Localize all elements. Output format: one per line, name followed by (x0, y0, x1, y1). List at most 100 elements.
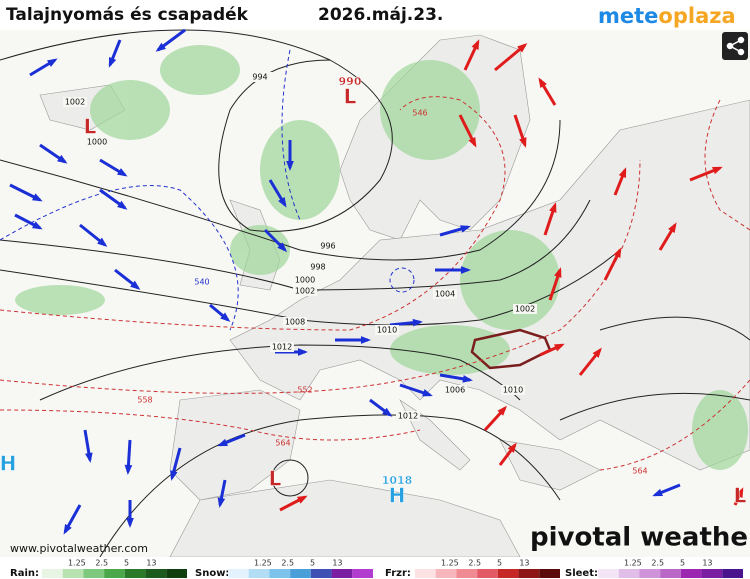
label-bg (63, 97, 87, 107)
wind-arrows (9, 28, 744, 535)
website: www.pivotalweather.com (10, 542, 148, 555)
isobars (0, 29, 750, 558)
thickness-red (0, 96, 750, 471)
wind-arrow-head (286, 160, 294, 171)
label-bg (316, 241, 340, 251)
center-letter: L (344, 85, 357, 109)
legend-label: Rain: (10, 568, 39, 579)
legend-swatch (166, 569, 187, 578)
wind-arrow-head (57, 154, 68, 164)
legend-label: Snow: (195, 568, 229, 579)
legend-swatch (722, 569, 743, 578)
legend-swatch (310, 569, 332, 578)
wind-arrow-head (735, 487, 744, 498)
legend-swatch (228, 569, 249, 578)
legend-swatch (145, 569, 167, 578)
map-labels: 994 1002 1000 996 998 1000 1002 1004 1002 1008 101… (0, 72, 747, 508)
wind-arrow-head (462, 375, 473, 383)
date: 2026.máj.23. (318, 5, 443, 25)
wind-arrow-head (497, 405, 508, 416)
center-letter: L (84, 115, 97, 139)
label-bg (85, 137, 109, 147)
legend-swatch (42, 569, 63, 578)
thickness-label: 564 (632, 467, 647, 476)
legend-swatch (104, 569, 125, 578)
label-bg (293, 286, 317, 296)
wind-arrow-head (538, 77, 547, 88)
legend-tick: 2.5 (468, 559, 481, 568)
isobar-label: 1010 (377, 326, 397, 335)
legend-tick: 13 (146, 559, 156, 568)
wind-arrow-head (652, 488, 663, 497)
legend-swatch (269, 569, 291, 578)
rain-area (692, 390, 748, 470)
label-bg (513, 304, 537, 314)
wind-arrow-head (554, 267, 562, 278)
thickness-line (389, 267, 415, 293)
legend-swatch (248, 569, 270, 578)
title: Talajnyomás és csapadék (6, 5, 249, 25)
wind-arrow-head (85, 452, 93, 463)
wind-arrow-head (32, 221, 43, 230)
wind-arrow-head (460, 266, 471, 274)
legend-swatch (331, 569, 353, 578)
legend-swatch (598, 569, 619, 578)
share-button[interactable] (722, 32, 748, 60)
share-icon[interactable] (726, 36, 745, 56)
isobar (599, 316, 750, 341)
legend-swatch (62, 569, 84, 578)
center-letter: H (0, 452, 16, 476)
isobar-label: 1010 (503, 386, 523, 395)
wind-arrow-head (278, 197, 287, 208)
legend-tick: 5 (680, 559, 685, 568)
wind-arrow-head (124, 464, 133, 475)
legend-swatch (680, 569, 702, 578)
legend-tick: 1.25 (624, 559, 642, 568)
isobar-label: 1002 (515, 305, 535, 314)
rain-area (380, 60, 480, 160)
precipitation (15, 45, 748, 470)
balkans-south (499, 439, 601, 491)
isobar (271, 459, 309, 497)
legend-tick: 1.25 (441, 559, 459, 568)
wind-arrow-head (668, 222, 677, 233)
center-value: 990 (339, 75, 362, 88)
wind-arrow-head (217, 497, 226, 508)
label-bg (293, 275, 317, 285)
wind-arrow-head (592, 347, 602, 358)
isobar-label: 1002 (295, 287, 315, 296)
thickness-line (281, 49, 301, 221)
wind-arrow-head (618, 167, 627, 178)
isobar-label: 1012 (398, 412, 418, 421)
legend: Rain: 1.25 2.5 5 13 Snow: 1.25 2.5 5 13 Frzr: 1.25 2… (10, 559, 743, 579)
wind-arrow-head (422, 389, 433, 397)
wind-arrow-head (170, 470, 178, 481)
wind-arrow-head (97, 237, 108, 247)
legend-swatch (497, 569, 519, 578)
hungary-border (470, 328, 552, 370)
legend-swatch (124, 569, 146, 578)
thickness-line (599, 379, 750, 471)
wind-arrow-head (277, 242, 288, 253)
isobar (0, 249, 621, 326)
thickness-label: 552 (297, 386, 312, 395)
legend-tick: 2.5 (651, 559, 664, 568)
isobar-label: 994 (252, 73, 267, 82)
legend-tick: 1.25 (254, 559, 272, 568)
legend-label: Frzr: (385, 568, 411, 579)
legend-swatch (83, 569, 105, 578)
legend-swatch (352, 569, 373, 578)
wind-arrow-head (155, 42, 166, 52)
center-letter: L (734, 484, 747, 508)
wind-arrow-head (471, 39, 480, 50)
wind-arrow-head (468, 137, 477, 148)
wind-arrow-head (117, 168, 128, 177)
wind-arrow-head (519, 137, 527, 148)
center-value: 1018 (382, 474, 413, 487)
thickness-line (0, 96, 506, 331)
legend-swatch (539, 569, 560, 578)
label-bg (270, 342, 294, 352)
rain-area (260, 120, 340, 220)
isobar (0, 119, 561, 261)
wind-arrow-head (412, 318, 423, 327)
